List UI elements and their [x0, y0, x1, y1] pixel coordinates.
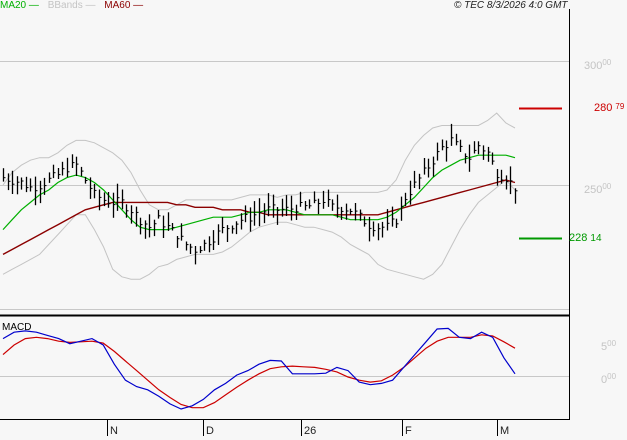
macd-label-0: 000 — [601, 372, 617, 386]
x-label-feb: F — [405, 425, 412, 437]
copyright-text: © TEC 8/3/2026 4:0 GMT — [454, 0, 568, 11]
price-label-300: 30000 — [584, 58, 612, 72]
x-label-mar: M — [500, 425, 510, 437]
x-label-dec: D — [206, 425, 214, 437]
x-label-2026: 26 — [304, 425, 317, 437]
macd-title: MACD — [2, 322, 32, 333]
legend-bbands-label: BBands — [47, 0, 83, 11]
x-axis-ticks — [107, 420, 498, 436]
legend-ma20: MA20 — — [0, 0, 39, 11]
price-bars — [2, 123, 518, 265]
x-label-nov: N — [110, 425, 118, 437]
macd-lines — [2, 327, 516, 410]
legend-ma20-label: MA20 — [0, 0, 27, 11]
chart-legend: MA20 — BBands — MA60 — — [0, 0, 149, 12]
support-level-label: 228 14 — [569, 232, 602, 244]
legend-ma60-label: MA60 — [104, 0, 131, 11]
legend-ma60: MA60 — — [104, 0, 144, 11]
legend-bbands: BBands — — [47, 0, 96, 11]
resistance-level-label: 280 79 — [594, 102, 625, 114]
price-label-250: 25000 — [584, 182, 612, 196]
macd-label-5: 500 — [601, 339, 617, 353]
bollinger-bands — [2, 112, 516, 280]
